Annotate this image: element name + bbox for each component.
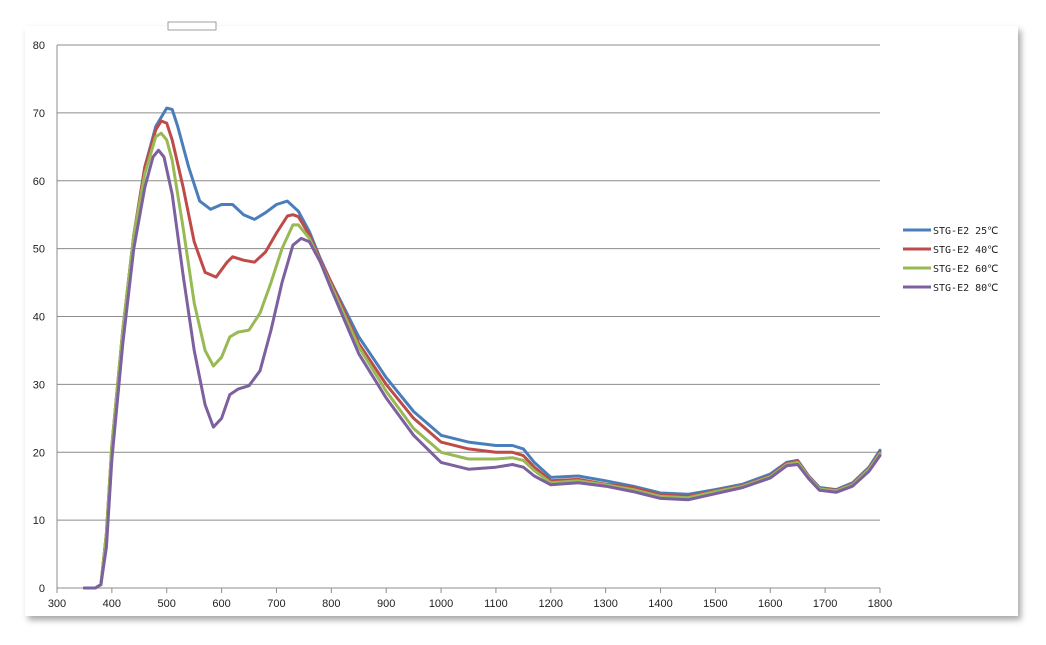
y-tick-label: 20 (33, 447, 45, 459)
x-tick-label: 400 (103, 598, 121, 610)
x-tick-label: 1200 (539, 598, 563, 610)
legend-label: STG-E2 40℃ (933, 245, 998, 256)
x-tick-label: 900 (377, 598, 395, 610)
y-tick-label: 70 (33, 108, 45, 120)
y-tick-label: 10 (33, 515, 45, 527)
x-tick-label: 300 (48, 598, 66, 610)
y-tick-label: 30 (33, 379, 45, 391)
series-line-2 (82, 119, 882, 590)
x-tick-label: 1600 (758, 598, 782, 610)
legend-label: STG-E2 60℃ (933, 264, 998, 275)
y-tick-label: 40 (33, 312, 45, 324)
y-tick-label: 60 (33, 176, 45, 188)
y-tick-label: 80 (33, 40, 45, 52)
x-tick-label: 1100 (484, 598, 508, 610)
legend: STG-E2 25℃ STG-E2 40℃ STG-E2 60℃ STG-E2 80℃ (903, 226, 998, 294)
x-tick-label: 700 (267, 598, 285, 610)
x-tick-label: 1300 (593, 598, 617, 610)
series-line-4 (82, 148, 882, 590)
legend-label: STG-E2 25℃ (933, 226, 998, 237)
x-tick-label: 1700 (813, 598, 837, 610)
legend-stub-top (167, 21, 217, 31)
y-tick-label: 50 (33, 244, 45, 256)
x-tick-label: 800 (322, 598, 340, 610)
gridlines (57, 44, 880, 521)
series-lines (82, 106, 882, 590)
x-tick-label: 1800 (868, 598, 892, 610)
x-tick-label: 1000 (429, 598, 453, 610)
x-tick-label: 1500 (703, 598, 727, 610)
legend-label: STG-E2 80℃ (933, 283, 998, 294)
x-tick-label: 1400 (648, 598, 672, 610)
x-tick-label: 600 (212, 598, 230, 610)
x-tick-label: 500 (158, 598, 176, 610)
y-tick-label: 0 (39, 583, 45, 595)
axes: 0 10 20 30 40 50 60 70 80 300 400 500 600 700 800 900 10… (33, 40, 892, 610)
